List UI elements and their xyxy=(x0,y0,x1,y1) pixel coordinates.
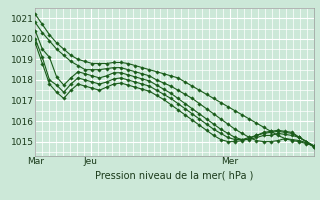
X-axis label: Pression niveau de la mer( hPa ): Pression niveau de la mer( hPa ) xyxy=(95,171,253,181)
